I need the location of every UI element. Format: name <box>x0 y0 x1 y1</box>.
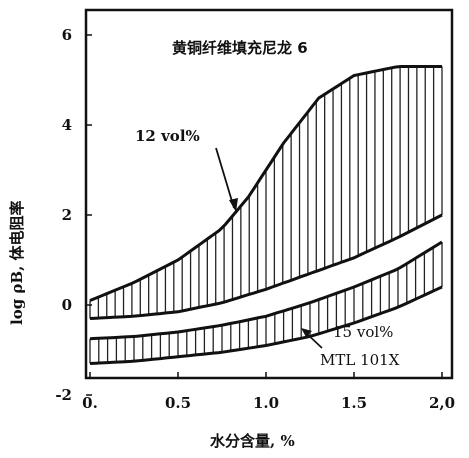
y-axis-label: log ρB, 体电阻率 <box>8 200 26 325</box>
series-lower-1 <box>89 285 443 365</box>
ticks-layer: 0. 0.5 1.0 1.5 2,0 -2 0 2 4 6 <box>55 26 455 412</box>
annotation-12vol: 12 vol% <box>135 127 200 145</box>
y-tick-label-3: 4 <box>62 116 72 134</box>
y-tick-label-2: 2 <box>62 206 72 224</box>
series-band-0 <box>89 65 443 320</box>
series-upper-0 <box>89 65 442 302</box>
annotation-mtl: MTL 101X <box>320 351 400 369</box>
arrow-12vol <box>215 147 235 209</box>
series-lower-0 <box>89 213 443 320</box>
bands-layer <box>89 65 443 365</box>
annotation-15vol: 15 vol% <box>333 323 393 341</box>
y-tick-label-4: 6 <box>62 26 72 44</box>
x-tick-label-4: 2,0 <box>429 394 455 412</box>
plot-frame <box>84 8 454 380</box>
x-tick-label-2: 1.0 <box>253 394 279 412</box>
series-upper-1 <box>89 240 443 341</box>
series-band-1 <box>89 240 443 365</box>
chart-title: 黄铜纤维填充尼龙 6 <box>172 39 308 57</box>
arrow-12vol-head <box>229 198 238 212</box>
x-tick-label-1: 0.5 <box>165 394 191 412</box>
x-tick-label-0: 0. <box>82 394 98 412</box>
arrow-15vol-head <box>301 328 312 337</box>
x-tick-label-3: 1.5 <box>341 394 367 412</box>
y-tick-label-1: 0 <box>62 296 72 314</box>
y-tick-label-0: -2 <box>55 386 72 404</box>
x-axis-label: 水分含量, % <box>210 432 295 450</box>
